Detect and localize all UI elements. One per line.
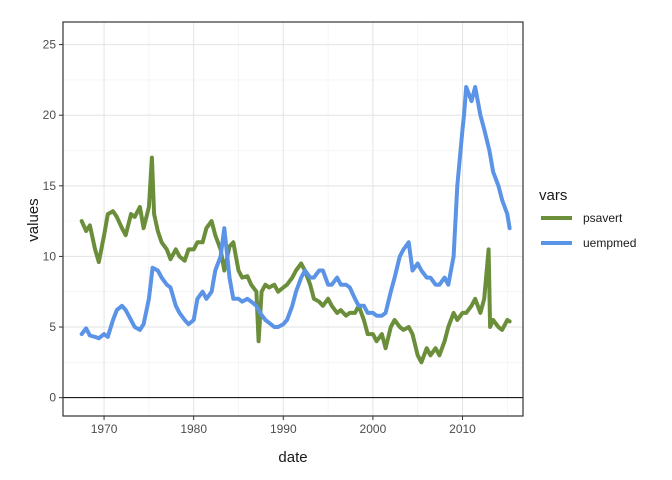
legend-label-uempmed: uempmed: [583, 236, 636, 250]
series-lines: [79, 85, 512, 365]
x-tick-label: 2000: [360, 422, 387, 436]
x-tick-label: 2010: [449, 422, 476, 436]
y-axis-title: values: [25, 198, 42, 241]
y-tick-label: 20: [43, 108, 57, 122]
x-axis: 1970 1980 1990 2000 2010: [91, 416, 476, 436]
y-tick-label: 5: [49, 320, 56, 334]
legend-title: vars: [539, 187, 567, 204]
y-tick-label: 15: [43, 179, 57, 193]
y-tick-label: 25: [43, 38, 57, 52]
legend: vars psavert uempmed: [539, 187, 636, 250]
legend-label-psavert: psavert: [583, 211, 623, 225]
plot-panel-border: [62, 21, 524, 417]
y-tick-label: 10: [43, 249, 57, 263]
series-line-psavert: [79, 155, 512, 365]
y-axis: 0 5 10 15 20 25: [43, 38, 63, 405]
x-tick-label: 1990: [270, 422, 297, 436]
x-tick-label: 1980: [180, 422, 207, 436]
x-tick-label: 1970: [91, 422, 118, 436]
x-axis-title: date: [278, 449, 307, 466]
plot-panel-background: [63, 22, 523, 416]
series-line-uempmed: [79, 85, 512, 341]
y-tick-label: 0: [49, 391, 56, 405]
